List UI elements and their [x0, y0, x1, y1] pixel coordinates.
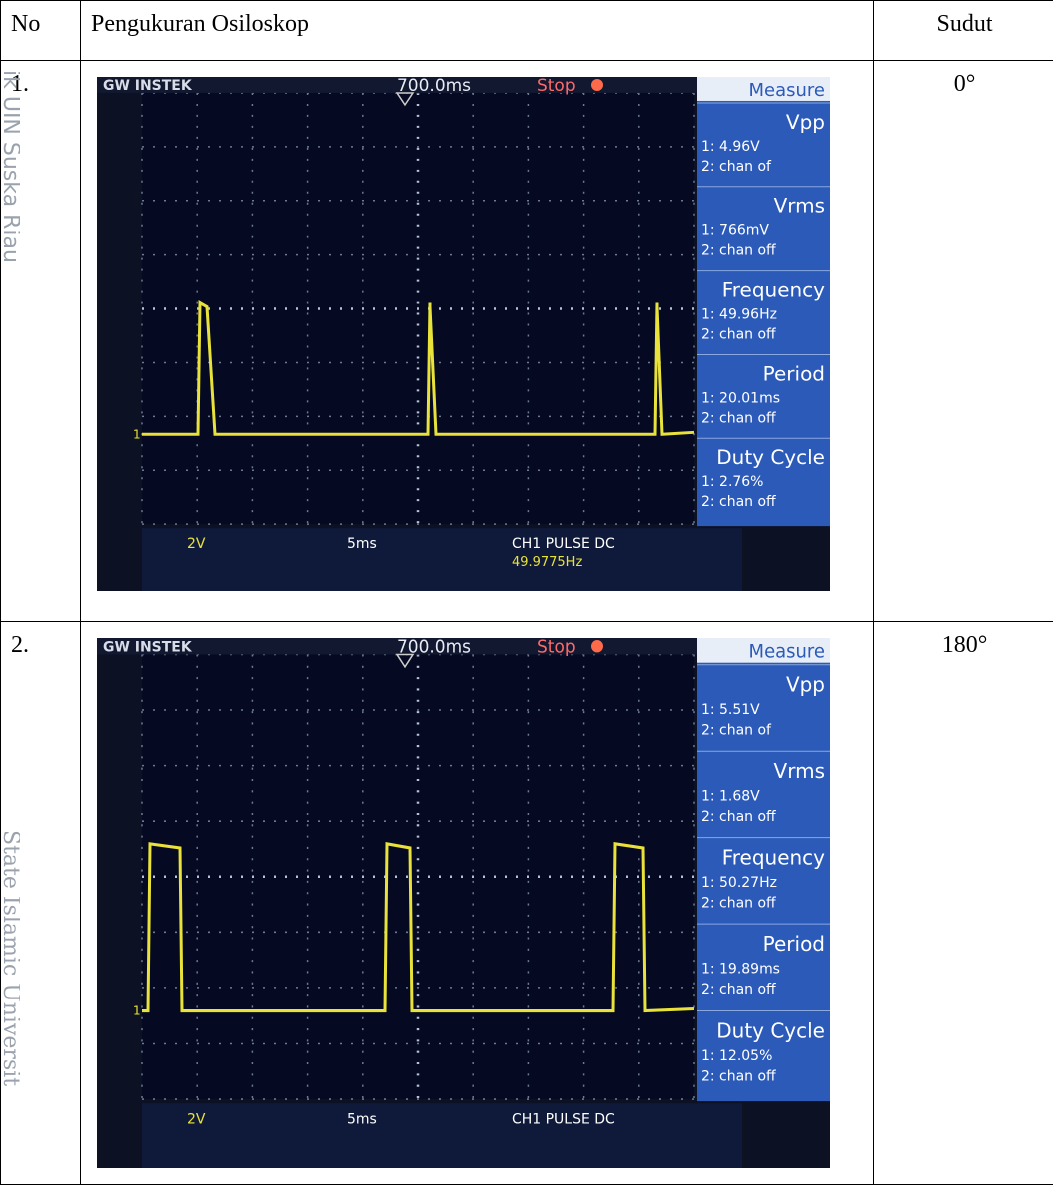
volts-div: 2V [187, 536, 206, 552]
bottom-bar [142, 1103, 742, 1168]
angle: 180° [874, 622, 1053, 1185]
measure-label: Vpp [786, 672, 825, 696]
measure-ch2: 2: chan off [701, 895, 777, 911]
channel-marker: 1 [133, 427, 141, 441]
measure-label: Period [763, 932, 825, 956]
measure-ch1: 1: 1.68V [701, 788, 760, 804]
brand: GW INSTEK [103, 78, 193, 94]
menu-title: Measure [749, 641, 825, 662]
measure-ch1: 1: 20.01ms [701, 390, 780, 406]
measure-ch1: 1: 49.96Hz [701, 307, 777, 323]
trigger-freq: 49.9775Hz [512, 555, 582, 570]
measure-ch2: 2: chan off [701, 327, 776, 343]
measure-label: Period [763, 361, 825, 385]
measure-label: Duty Cycle [716, 1018, 825, 1042]
measure-label: Duty Cycle [716, 445, 825, 469]
time-div: 5ms [347, 536, 377, 552]
measure-ch2: 2: chan of [701, 159, 772, 175]
status: Stop [537, 77, 576, 96]
header-cell: Sudut [874, 1, 1053, 61]
header-cell: No [1, 1, 81, 61]
time-div: 5ms [347, 1112, 377, 1128]
status: Stop [537, 638, 576, 657]
volts-div: 2V [187, 1112, 206, 1128]
angle: 0° [874, 61, 1053, 622]
measure-ch1: 1: 50.27Hz [701, 875, 777, 891]
document: No Pengukuran Osiloskop Sudut 1. 1 GW INS… [0, 0, 1053, 1153]
measure-ch2: 2: chan off [701, 410, 776, 426]
measure-ch1: 1: 766mV [701, 223, 769, 239]
header-row: No Pengukuran Osiloskop Sudut [1, 1, 1053, 61]
measure-ch2: 2: chan off [701, 809, 777, 825]
menu-title: Measure [749, 80, 825, 101]
brand: GW INSTEK [103, 639, 193, 655]
trigger-info: CH1 PULSE DC [512, 536, 615, 552]
measure-ch1: 1: 4.96V [701, 139, 760, 155]
status-dot [591, 640, 603, 652]
measure-ch2: 2: chan off [701, 494, 776, 510]
measure-ch2: 2: chan of [701, 723, 772, 739]
row-number: 2. [1, 622, 81, 1185]
status-dot [591, 79, 603, 91]
trigger-info: CH1 PULSE DC [512, 1112, 615, 1128]
measure-label: Vrms [774, 194, 825, 218]
measure-ch2: 2: chan off [701, 243, 776, 259]
row-number: 1. [1, 61, 81, 622]
bottom-bar [142, 528, 742, 591]
measure-label: Vpp [786, 110, 825, 134]
measure-label: Frequency [722, 278, 825, 302]
measure-label: Frequency [722, 845, 825, 869]
channel-marker: 1 [133, 1004, 141, 1018]
page: {"watermark": {"line_1": "ik UIN Suska R… [0, 0, 1053, 1153]
measure-ch1: 1: 5.51V [701, 702, 760, 718]
measure-ch2: 2: chan off [701, 982, 777, 998]
measure-label: Vrms [774, 759, 825, 783]
measure-ch1: 1: 12.05% [701, 1048, 772, 1064]
header-cell: Pengukuran Osiloskop [81, 1, 874, 61]
measure-ch1: 1: 19.89ms [701, 961, 780, 977]
measure-ch1: 1: 2.76% [701, 474, 763, 490]
measure-ch2: 2: chan off [701, 1068, 777, 1084]
